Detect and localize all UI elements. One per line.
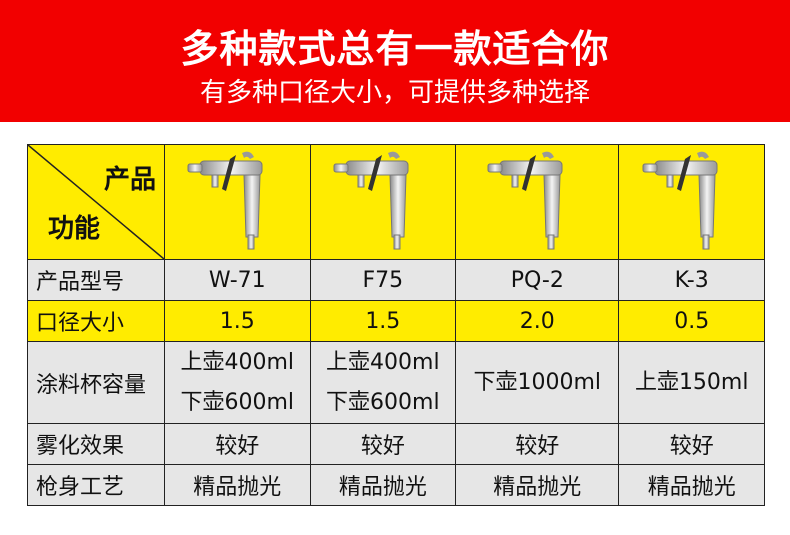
capacity-value: 上壶400ml 下壶600ml: [164, 341, 311, 424]
atomization-value: 较好: [618, 423, 765, 465]
atomization-value: 较好: [455, 423, 620, 465]
model-value: K-3: [618, 259, 765, 301]
banner-subtitle: 有多种口径大小，可提供多种选择: [199, 78, 590, 108]
corner-cell: 产品 功能: [27, 144, 165, 260]
capacity-value: 上壶400ml 下壶600ml: [309, 341, 457, 424]
corner-product-label: 产品: [103, 165, 156, 195]
model-value: W-71: [164, 259, 311, 301]
table-row-model: 产品型号 W-71 F75 PQ-2 K-3: [27, 259, 765, 301]
banner-title: 多种款式总有一款适合你: [180, 27, 610, 71]
capacity-line: 下壶1000ml: [473, 369, 602, 395]
table-row-caliber: 口径大小 1.5 1.5 2.0 0.5: [27, 300, 765, 342]
spray-gun-icon: [487, 151, 563, 250]
model-value: F75: [309, 259, 457, 301]
product-image-cell: [618, 144, 765, 260]
banner: 多种款式总有一款适合你 有多种口径大小，可提供多种选择: [0, 0, 790, 122]
product-image-cell: [455, 144, 620, 260]
row-label: 枪身工艺: [27, 464, 165, 506]
spray-gun-icon: [333, 151, 409, 250]
product-image-cell: [164, 144, 311, 260]
caliber-value: 1.5: [164, 300, 311, 342]
capacity-line: 上壶400ml: [326, 349, 440, 375]
capacity-line: 上壶150ml: [634, 369, 749, 395]
caliber-value: 0.5: [618, 300, 765, 342]
table-row-atomization: 雾化效果 较好 较好 较好 较好: [27, 423, 765, 465]
capacity-value: 上壶150ml: [618, 341, 765, 424]
capacity-line: 下壶600ml: [180, 389, 295, 415]
table-row-finish: 枪身工艺 精品抛光 精品抛光 精品抛光 精品抛光: [27, 464, 765, 506]
finish-value: 精品抛光: [164, 464, 311, 506]
spray-gun-icon: [187, 151, 263, 250]
product-image-cell: [309, 144, 457, 260]
comparison-table: 产品 功能 产品型号 W-71 F75 PQ-2 K-3 口径大小 1.5 1.…: [27, 144, 765, 506]
model-value: PQ-2: [455, 259, 620, 301]
diagonal-divider: [28, 145, 164, 259]
row-label: 涂料杯容量: [27, 341, 165, 424]
caliber-value: 2.0: [455, 300, 620, 342]
capacity-line: 上壶400ml: [180, 349, 295, 375]
finish-value: 精品抛光: [455, 464, 620, 506]
row-label: 产品型号: [27, 259, 165, 301]
row-label: 雾化效果: [27, 423, 165, 465]
caliber-value: 1.5: [309, 300, 457, 342]
header-row: 产品 功能: [27, 144, 765, 260]
finish-value: 精品抛光: [309, 464, 457, 506]
atomization-value: 较好: [309, 423, 457, 465]
corner-function-label: 功能: [48, 214, 101, 244]
capacity-line: 下壶600ml: [326, 389, 440, 415]
finish-value: 精品抛光: [618, 464, 765, 506]
atomization-value: 较好: [164, 423, 311, 465]
capacity-value: 下壶1000ml: [455, 341, 620, 424]
spray-gun-icon: [642, 151, 718, 250]
table-row-capacity: 涂料杯容量 上壶400ml 下壶600ml 上壶400ml 下壶600ml 下壶10…: [27, 341, 765, 424]
row-label: 口径大小: [27, 300, 165, 342]
